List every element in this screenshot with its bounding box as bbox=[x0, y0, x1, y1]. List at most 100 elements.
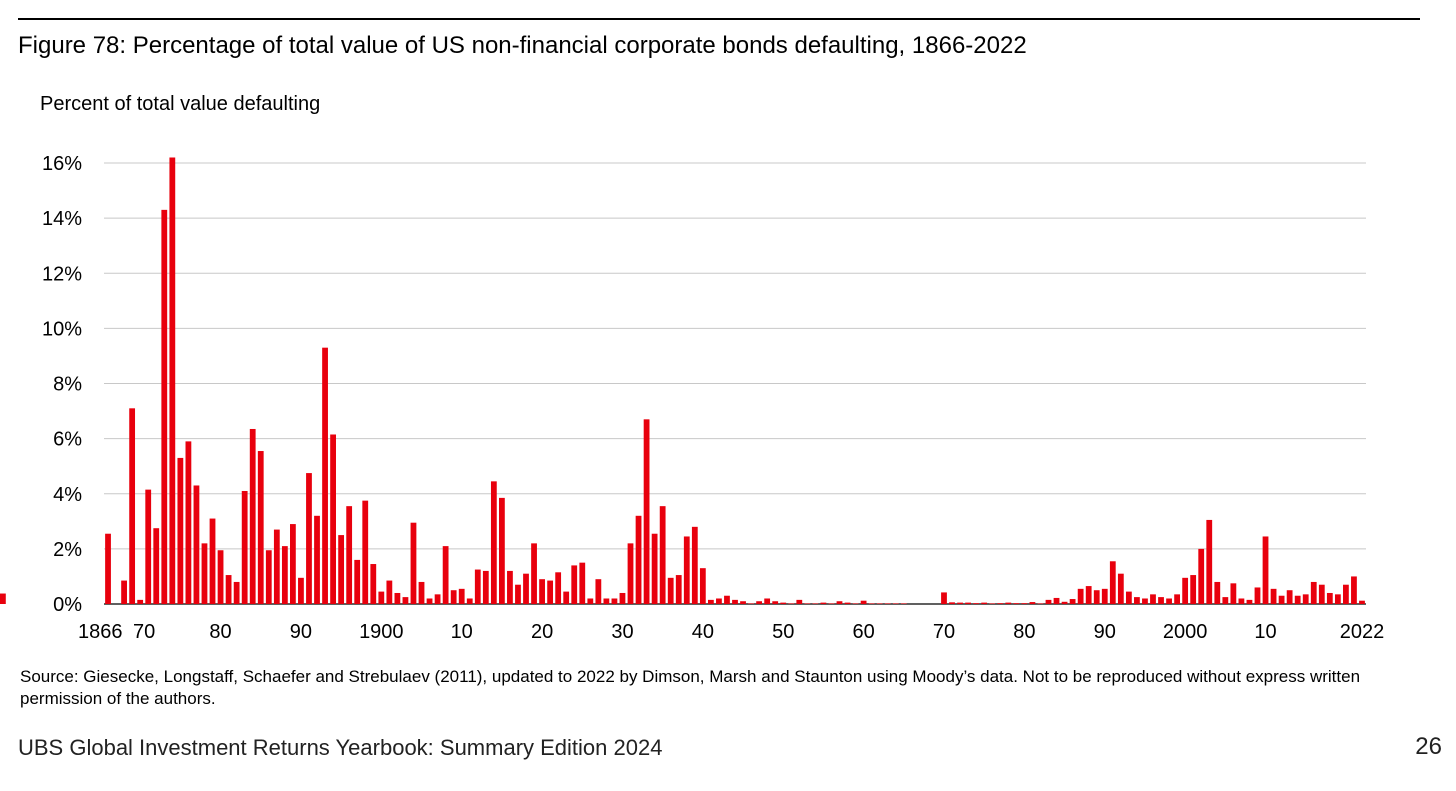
bar-1983 bbox=[1045, 599, 1052, 604]
x-tick-labels: 1866 70 80 90 1900 10 20 30 40 50 60 70 80 90 2000 10 20… bbox=[78, 621, 1384, 643]
bar-2022 bbox=[1359, 600, 1365, 604]
bar-1897 bbox=[354, 559, 361, 604]
bar-1933 bbox=[643, 419, 650, 604]
bar-1942 bbox=[716, 598, 722, 604]
bar-1998 bbox=[1166, 598, 1172, 604]
x-tick-label: 50 bbox=[772, 621, 794, 643]
bar-1958 bbox=[844, 602, 851, 604]
bar-2001 bbox=[1190, 575, 1197, 604]
bar-1911 bbox=[466, 598, 473, 604]
bar-1956 bbox=[828, 603, 835, 604]
bar-2011 bbox=[1270, 588, 1277, 604]
bar-1961 bbox=[868, 603, 875, 604]
bar-1917 bbox=[515, 584, 521, 604]
bar-1923 bbox=[563, 591, 570, 604]
bar-1901 bbox=[386, 580, 393, 604]
bar-1876 bbox=[185, 441, 192, 604]
bar-1892 bbox=[314, 515, 320, 604]
bar-1941 bbox=[707, 599, 714, 604]
bar-1909 bbox=[450, 590, 457, 604]
bar-1980 bbox=[1021, 603, 1028, 604]
bar-1949 bbox=[772, 601, 779, 604]
bar-1984 bbox=[1053, 597, 1060, 604]
bar-1877 bbox=[193, 485, 200, 604]
bar-1943 bbox=[724, 595, 730, 604]
bar-1920 bbox=[539, 579, 545, 604]
x-tick-label: 20 bbox=[531, 621, 553, 643]
bar-1914 bbox=[490, 481, 497, 604]
bar-1973 bbox=[965, 602, 971, 604]
bar-1929 bbox=[611, 598, 618, 604]
bar-2019 bbox=[1334, 594, 1341, 604]
bar-1895 bbox=[338, 535, 345, 604]
bar-1922 bbox=[555, 572, 562, 604]
x-tick-label: 1900 bbox=[359, 621, 404, 643]
bar-1896 bbox=[346, 506, 353, 604]
bar-1866 bbox=[105, 533, 111, 604]
bar-1948 bbox=[764, 598, 771, 604]
bar-2004 bbox=[1214, 581, 1221, 604]
bar-1885 bbox=[257, 451, 264, 604]
bar-1960 bbox=[860, 600, 867, 604]
bar-1870 bbox=[137, 599, 144, 604]
top-rule bbox=[18, 18, 1420, 20]
bar-1938 bbox=[683, 536, 690, 604]
bar-1957 bbox=[836, 601, 843, 604]
bar-1924 bbox=[571, 565, 578, 604]
bar-1951 bbox=[788, 603, 795, 604]
y-tick-label: 8% bbox=[53, 374, 82, 396]
footer-text: UBS Global Investment Returns Yearbook: … bbox=[18, 735, 663, 760]
bar-1902 bbox=[394, 592, 401, 604]
y-tick-label: 16% bbox=[42, 153, 82, 175]
bar-1921 bbox=[547, 580, 554, 604]
bar-1971 bbox=[949, 602, 955, 604]
bar-1962 bbox=[876, 603, 883, 604]
bar-1997 bbox=[1158, 597, 1164, 604]
bar-1878 bbox=[201, 543, 208, 604]
bar-1963 bbox=[884, 603, 891, 604]
bar-1913 bbox=[482, 570, 489, 604]
bar-1869 bbox=[129, 408, 136, 604]
bar-1873 bbox=[161, 209, 168, 605]
bar-1893 bbox=[322, 347, 328, 604]
bar-2012 bbox=[1278, 595, 1285, 604]
bar-1939 bbox=[691, 526, 698, 604]
bar-2010 bbox=[1262, 536, 1269, 604]
bar-1940 bbox=[699, 568, 706, 604]
bar-1910 bbox=[458, 588, 465, 604]
x-tick-label: 40 bbox=[692, 621, 714, 643]
bar-1986 bbox=[1069, 599, 1076, 604]
x-tick-label: 80 bbox=[1013, 621, 1035, 643]
bar-1944 bbox=[732, 599, 738, 604]
bar-2007 bbox=[1238, 598, 1245, 604]
bar-1987 bbox=[1077, 588, 1084, 604]
bar-1992 bbox=[1117, 573, 1124, 604]
bar-1999 bbox=[1174, 594, 1180, 604]
bar-chart: 0% 2% 4% 6% 8% 10% 12% 14% 16% 1866 70 80 90 1900 10 2… bbox=[0, 153, 1384, 643]
bar-1953 bbox=[804, 603, 811, 604]
page-number: 26 bbox=[1415, 733, 1442, 760]
bar-1994 bbox=[1134, 597, 1140, 604]
bar-2013 bbox=[1286, 590, 1293, 604]
bar-1905 bbox=[418, 581, 425, 604]
bar-1932 bbox=[635, 515, 642, 604]
bar-1912 bbox=[474, 569, 481, 604]
bar-1930 bbox=[619, 592, 626, 604]
bar-1888 bbox=[281, 546, 288, 604]
bar-1926 bbox=[587, 598, 594, 604]
bar-1955 bbox=[820, 602, 827, 604]
bar-1972 bbox=[957, 602, 963, 604]
bar-1935 bbox=[659, 506, 666, 604]
bar-1904 bbox=[410, 522, 417, 604]
bar-1899 bbox=[370, 564, 377, 604]
bar-1886 bbox=[265, 550, 272, 604]
x-tick-label: 90 bbox=[1094, 621, 1116, 643]
bar-2017 bbox=[1318, 584, 1325, 604]
bar-2000 bbox=[1182, 577, 1189, 604]
bar-2014 bbox=[1294, 595, 1301, 604]
bar-1937 bbox=[675, 575, 682, 604]
bar-1887 bbox=[273, 529, 280, 604]
bar-1891 bbox=[306, 473, 312, 604]
bar-1883 bbox=[241, 490, 248, 604]
bar-1981 bbox=[1029, 602, 1036, 604]
